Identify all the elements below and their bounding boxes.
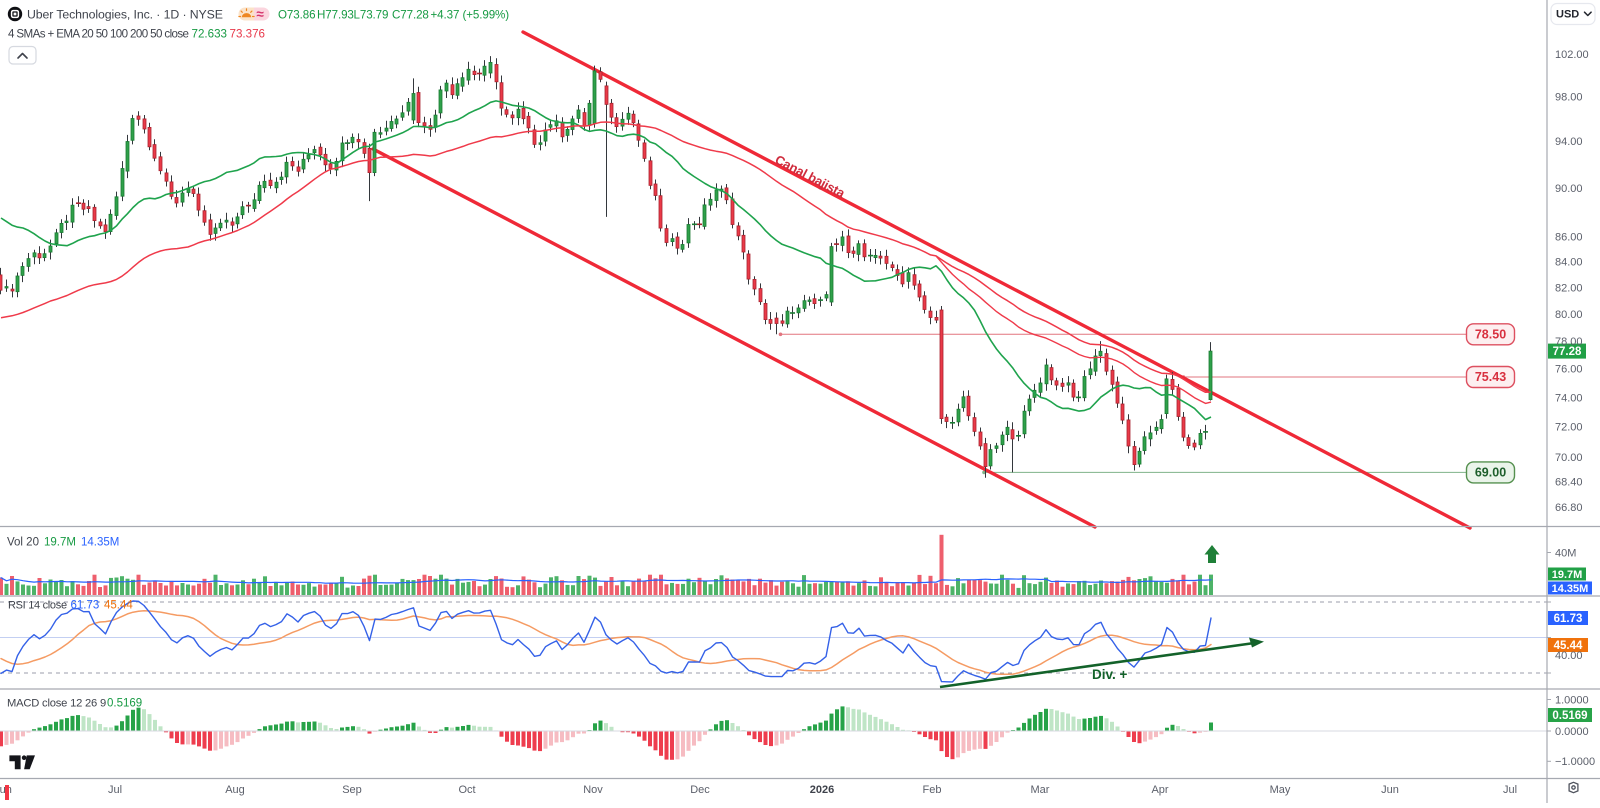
svg-text:0.5169: 0.5169 [1552, 710, 1587, 722]
svg-text:40.00: 40.00 [1555, 650, 1583, 662]
svg-text:Feb: Feb [923, 784, 942, 796]
svg-text:19.7M: 19.7M [1552, 569, 1583, 581]
svg-text:14.35M: 14.35M [81, 537, 119, 549]
svg-text:68.40: 68.40 [1555, 477, 1583, 489]
svg-text:0.0000: 0.0000 [1555, 726, 1589, 738]
svg-text:Vol 20: Vol 20 [7, 537, 39, 549]
svg-text:72.00: 72.00 [1555, 422, 1583, 434]
svg-text:19.7M: 19.7M [44, 537, 76, 549]
svg-text:Uber Technologies, Inc. · 1D ·: Uber Technologies, Inc. · 1D · NYSE [27, 8, 223, 22]
svg-text:69.00: 69.00 [1475, 466, 1506, 480]
svg-text:Dec: Dec [690, 784, 710, 796]
svg-text:Jul: Jul [1503, 784, 1517, 796]
svg-text:C77.28: C77.28 [392, 9, 429, 22]
svg-text:4 SMAs + EMA 20 50 100 200 50: 4 SMAs + EMA 20 50 100 200 50 close [8, 28, 189, 41]
svg-text:Jul: Jul [108, 784, 122, 796]
svg-text:40M: 40M [1555, 547, 1576, 559]
svg-text:0.5169: 0.5169 [107, 698, 142, 710]
svg-text:+4.37 (+5.99%): +4.37 (+5.99%) [431, 9, 510, 22]
svg-text:O73.86: O73.86 [278, 9, 315, 22]
svg-text:98.00: 98.00 [1555, 92, 1583, 104]
svg-text:L73.79: L73.79 [354, 9, 389, 22]
svg-text:72.633: 72.633 [192, 28, 227, 41]
svg-text:−1.0000: −1.0000 [1555, 756, 1595, 768]
svg-text:80.00: 80.00 [1555, 309, 1583, 321]
svg-text:45.44: 45.44 [104, 600, 133, 612]
svg-text:94.00: 94.00 [1555, 136, 1583, 148]
svg-text:61.73: 61.73 [71, 600, 100, 612]
svg-text:Jun: Jun [1381, 784, 1399, 796]
svg-text:86.00: 86.00 [1555, 231, 1583, 243]
svg-text:74.00: 74.00 [1555, 392, 1583, 404]
svg-text:Apr: Apr [1151, 784, 1168, 796]
svg-text:USD: USD [1556, 9, 1579, 21]
svg-text:73.376: 73.376 [230, 28, 265, 41]
svg-text:61.73: 61.73 [1554, 613, 1583, 625]
svg-text:78.00: 78.00 [1555, 336, 1583, 348]
svg-text:82.00: 82.00 [1555, 282, 1583, 294]
svg-text:84.00: 84.00 [1555, 257, 1583, 269]
svg-text:May: May [1270, 784, 1291, 796]
svg-text:45.44: 45.44 [1554, 640, 1583, 652]
svg-text:1.0000: 1.0000 [1555, 694, 1589, 706]
svg-text:Oct: Oct [458, 784, 475, 796]
svg-text:90.00: 90.00 [1555, 183, 1583, 195]
svg-text:66.80: 66.80 [1555, 502, 1583, 514]
svg-text:Nov: Nov [583, 784, 603, 796]
svg-text:MACD close 12 26 9: MACD close 12 26 9 [7, 698, 106, 710]
svg-text:76.00: 76.00 [1555, 364, 1583, 376]
svg-text:H77.93: H77.93 [317, 9, 354, 22]
svg-text:78.50: 78.50 [1475, 328, 1506, 342]
svg-text:RSI 14 close: RSI 14 close [8, 600, 67, 612]
svg-text:Sep: Sep [342, 784, 362, 796]
svg-text:≈: ≈ [257, 7, 265, 22]
svg-text:75.43: 75.43 [1475, 370, 1506, 384]
svg-text:14.35M: 14.35M [1552, 583, 1589, 595]
svg-text:Div. +: Div. + [1092, 667, 1128, 682]
svg-text:Aug: Aug [225, 784, 245, 796]
svg-text:77.28: 77.28 [1553, 346, 1582, 358]
svg-text:Mar: Mar [1031, 784, 1050, 796]
svg-text:2026: 2026 [810, 784, 834, 796]
svg-text:102.00: 102.00 [1555, 49, 1589, 61]
svg-text:70.00: 70.00 [1555, 452, 1583, 464]
